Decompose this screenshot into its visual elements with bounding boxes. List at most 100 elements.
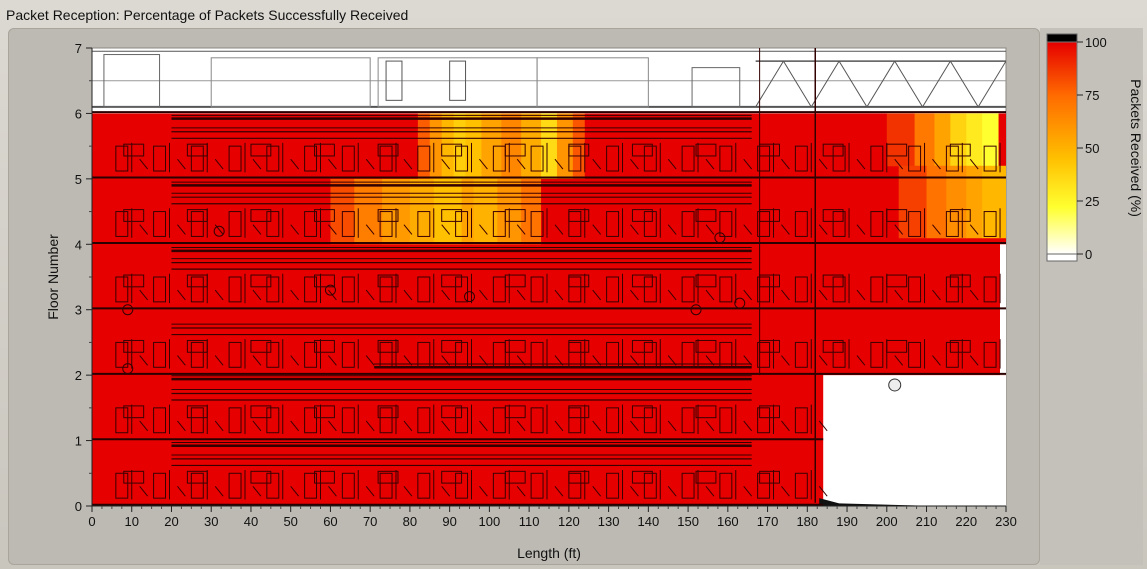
heat-cell bbox=[92, 113, 419, 180]
plan-room bbox=[228, 276, 242, 303]
plan-room bbox=[606, 472, 620, 499]
plan-room bbox=[759, 405, 780, 419]
plan-room bbox=[153, 211, 167, 237]
plan-room bbox=[643, 407, 657, 434]
plan-room bbox=[385, 60, 403, 101]
plan-line bbox=[894, 355, 904, 366]
plan-room bbox=[631, 470, 653, 484]
plan-line bbox=[592, 486, 602, 497]
plan-room bbox=[719, 145, 733, 172]
plan-room bbox=[379, 145, 393, 172]
plan-room bbox=[186, 274, 208, 288]
plan-fixture bbox=[734, 297, 746, 309]
plan-room bbox=[250, 209, 272, 222]
plan-room bbox=[568, 145, 582, 172]
plan-line bbox=[705, 355, 715, 366]
plan-line bbox=[441, 355, 451, 366]
plan-room bbox=[681, 211, 695, 237]
plan-line bbox=[1008, 159, 1016, 169]
plan-room bbox=[908, 145, 922, 172]
heat-cell bbox=[914, 113, 935, 167]
plan-room bbox=[822, 143, 844, 157]
plan-room bbox=[377, 274, 399, 288]
plan-room bbox=[643, 276, 657, 303]
plan-room bbox=[190, 472, 204, 499]
plan-room bbox=[832, 276, 846, 303]
plan-room bbox=[695, 405, 717, 419]
plan-room bbox=[228, 341, 242, 368]
plan-room bbox=[719, 407, 733, 434]
heat-cell bbox=[934, 113, 951, 167]
plan-room bbox=[441, 405, 463, 419]
plan-room bbox=[115, 407, 129, 434]
plan-line bbox=[856, 224, 866, 235]
x-tick-label: 80 bbox=[403, 514, 417, 529]
plan-room bbox=[341, 341, 355, 368]
plan-line bbox=[630, 158, 639, 170]
plan-line bbox=[554, 224, 564, 235]
plan-room bbox=[492, 145, 506, 172]
plan-room bbox=[304, 407, 318, 434]
plan-room bbox=[886, 143, 908, 157]
plan-room bbox=[681, 407, 695, 434]
heat-cell bbox=[946, 165, 967, 239]
plan-room bbox=[103, 54, 161, 108]
plan-line bbox=[818, 420, 828, 432]
y-tick-label: 7 bbox=[75, 41, 82, 56]
plan-room bbox=[379, 472, 393, 499]
plan-room bbox=[822, 274, 844, 288]
plan-line bbox=[403, 158, 413, 170]
plan-room bbox=[266, 145, 280, 172]
plan-line bbox=[328, 420, 337, 432]
plan-room bbox=[377, 470, 399, 484]
plan-line bbox=[403, 486, 413, 497]
heat-cell bbox=[441, 113, 455, 180]
plan-line bbox=[365, 289, 375, 301]
plan-line bbox=[214, 158, 224, 170]
plan-room bbox=[153, 276, 167, 303]
plan-room bbox=[794, 276, 808, 303]
plan-line bbox=[516, 355, 526, 366]
plan-room bbox=[377, 209, 399, 222]
x-tick-label: 90 bbox=[442, 514, 456, 529]
plan-line bbox=[705, 289, 715, 301]
plan-fixture bbox=[690, 304, 702, 316]
plan-room bbox=[449, 60, 467, 101]
plan-line bbox=[403, 355, 413, 366]
plan-line bbox=[177, 355, 186, 366]
plan-room bbox=[441, 274, 463, 288]
plan-room bbox=[949, 143, 971, 157]
plan-line bbox=[856, 289, 866, 301]
plan-line bbox=[969, 224, 979, 235]
plan-room bbox=[719, 276, 733, 303]
plan-room bbox=[417, 341, 431, 368]
plan-room bbox=[377, 339, 399, 353]
plan-line bbox=[479, 486, 488, 497]
plan-room bbox=[417, 407, 431, 434]
plan-room bbox=[304, 276, 318, 303]
plan-room bbox=[504, 274, 526, 288]
heat-cell bbox=[926, 165, 947, 239]
plan-room bbox=[886, 274, 908, 288]
plan-line bbox=[818, 289, 828, 301]
plan-line bbox=[214, 355, 224, 366]
plan-line bbox=[403, 224, 413, 235]
plan-line bbox=[592, 158, 602, 170]
plan-line bbox=[328, 486, 337, 497]
plan-room bbox=[945, 145, 959, 172]
colorbar-max-swatch bbox=[1046, 33, 1078, 43]
plan-room bbox=[822, 339, 844, 353]
plan-room bbox=[757, 341, 771, 368]
plan-room bbox=[314, 470, 335, 484]
x-tick-label: 120 bbox=[558, 514, 580, 529]
plan-room bbox=[568, 143, 590, 157]
y-tick-label: 6 bbox=[75, 106, 82, 121]
y-tick-label: 5 bbox=[75, 172, 82, 187]
plan-room bbox=[228, 407, 242, 434]
plan-line bbox=[252, 289, 262, 301]
plan-line bbox=[290, 289, 300, 301]
plan-line bbox=[705, 420, 715, 432]
plan-room bbox=[186, 209, 208, 222]
axes: 0 10 20 30 40 50 60 70 80 90 100 110 120 130 140 150 160… bbox=[75, 41, 1017, 529]
y-tick-label: 0 bbox=[75, 499, 82, 514]
